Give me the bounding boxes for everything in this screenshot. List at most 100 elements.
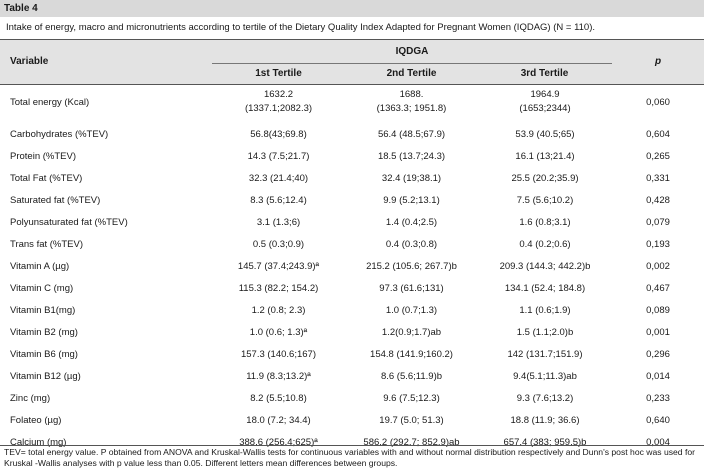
table-row: Polyunsaturated fat (%TEV) 3.1 (1.3;6) 1.4… [0,211,704,233]
table-row: Folateo (µg) 18.0 (7.2; 34.4) 19.7 (5.0; 5… [0,409,704,431]
tertile-1-cell: 8.2 (5.5;10.8) [250,393,307,404]
tertile-3-cell: 134.1 (52.4; 184.8) [504,283,586,294]
tertile-1-cell: 145.7 (37.4;243.9)ª [237,261,320,272]
p-value-cell: 0,002 [646,261,670,272]
tertile-1-cell: 157.3 (140.6;167) [240,349,316,360]
p-value-column-header: p [654,56,662,67]
table-row: Total energy (Kcal) 1632.2 (1337.1;2082.3… [0,86,704,123]
row-variable-label: Vitamin A (µg) [10,261,70,272]
table-label: Table 4 [0,0,704,17]
tertile-2-cell: 56.4 (48.5;67.9) [377,129,446,140]
footnote-divider [0,445,704,446]
tertile-3-cell: 9.4(5.1;11.3)ab [513,371,577,382]
tertile-1-cell: 11.9 (8.3;13.2)ª [246,371,311,382]
table-header: Variable IQDGA 1st Tertile 2nd Tertile 3… [0,40,704,84]
tertile-3-cell: 16.1 (13;21.4) [515,151,575,162]
tertile-2-cell: 1.2(0.9;1.7)ab [381,327,442,338]
tertile-1-cell: 14.3 (7.5;21.7) [247,151,310,162]
table-row: Zinc (mg) 8.2 (5.5;10.8) 9.6 (7.5;12.3) 9.3… [0,387,704,409]
tertile-1-cell: 18.0 (7.2; 34.4) [246,415,311,426]
p-value-cell: 0,079 [646,217,670,228]
table-body: Total energy (Kcal) 1632.2 (1337.1;2082.3… [0,86,704,453]
tertile-2-cell: 19.7 (5.0; 51.3) [379,415,444,426]
table-row: Trans fat (%TEV) 0.5 (0.3;0.9) 0.4 (0.3;0.… [0,233,704,255]
tertile-2-cell: 586.2 (292.7; 852.9)ab [363,437,460,448]
tertile-1-cell: 1.2 (0.8; 2.3) [251,305,306,316]
row-variable-label: Protein (%TEV) [10,151,76,162]
tertile-2-cell: 97.3 (61.6;131) [379,283,444,294]
tertile-3-cell: 9.3 (7.6;13.2) [516,393,574,404]
p-value-cell: 0,089 [646,305,670,316]
p-value-cell: 0,014 [646,371,670,382]
p-value-cell: 0,193 [646,239,670,250]
tertile-1-cell: 1632.2 (1337.1;2082.3) [244,89,313,114]
tertile-2-cell: 0.4 (0.3;0.8) [385,239,438,250]
tertile-3-cell: 1.5 (1.1;2.0)b [516,327,574,338]
table-row: Vitamin B2 (mg) 1.0 (0.6; 1.3)ª 1.2(0.9;1.… [0,321,704,343]
tertile-3-cell: 1.6 (0.8;3.1) [519,217,571,228]
tertile-1-header: 1st Tertile [255,68,302,79]
tertile-2-header: 2nd Tertile [386,68,437,79]
row-variable-label: Saturated fat (%TEV) [10,195,101,206]
p-value-cell: 0,331 [646,173,670,184]
tertile-2-cell: 9.9 (5.2;13.1) [383,195,440,206]
row-variable-label: Total energy (Kcal) [10,97,90,108]
iqdga-group-header: IQDGA [395,46,429,57]
table-row: Total Fat (%TEV) 32.3 (21.4;40) 32.4 (19;3… [0,167,704,189]
row-variable-label: Zinc (mg) [10,393,51,404]
p-value-cell: 0,467 [646,283,670,294]
p-value-cell: 0,233 [646,393,670,404]
tertile-3-header: 3rd Tertile [520,68,569,79]
table-row: Vitamin B12 (µg) 11.9 (8.3;13.2)ª 8.6 (5.6… [0,365,704,387]
p-value-cell: 0,428 [646,195,670,206]
p-value-cell: 0,004 [646,437,670,448]
row-variable-label: Calcium (mg) [10,437,67,448]
table-row: Vitamin A (µg) 145.7 (37.4;243.9)ª 215.2 (… [0,255,704,277]
p-value-cell: 0,001 [646,327,670,338]
header-divider [0,84,704,85]
tertile-2-cell: 154.8 (141.9;160.2) [370,349,453,360]
tertile-3-cell: 209.3 (144.3; 442.2)b [499,261,591,272]
tertile-3-cell: 7.5 (5.6;10.2) [516,195,574,206]
table-row: Protein (%TEV) 14.3 (7.5;21.7) 18.5 (13.7;… [0,145,704,167]
tertile-3-cell: 18.8 (11.9; 36.6) [510,415,580,426]
tertile-1-cell: 8.3 (5.6;12.4) [250,195,307,206]
tertile-3-cell: 53.9 (40.5;65) [515,129,575,140]
tertile-2-cell: 18.5 (13.7;24.3) [377,151,446,162]
group-header-divider [212,63,612,64]
tertile-1-cell: 32.3 (21.4;40) [248,173,309,184]
variable-column-header: Variable [10,56,49,67]
tertile-2-cell: 9.6 (7.5;12.3) [383,393,440,404]
p-value-cell: 0,604 [646,129,670,140]
tertile-1-cell: 115.3 (82.2; 154.2) [238,283,319,294]
row-variable-label: Folateo (µg) [10,415,62,426]
tertile-3-cell: 1.1 (0.6;1.9) [519,305,571,316]
tertile-3-cell: 142 (131.7;151.9) [507,349,583,360]
p-value-cell: 0,296 [646,349,670,360]
row-variable-label: Vitamin B1(mg) [10,305,76,316]
tertile-1-cell: 0.5 (0.3;0.9) [252,239,305,250]
tertile-1-cell: 56.8(43;69.8) [250,129,307,140]
row-variable-label: Polyunsaturated fat (%TEV) [10,217,128,228]
row-variable-label: Vitamin B2 (mg) [10,327,78,338]
tertile-3-cell: 657.4 (383; 959.5)b [503,437,587,448]
tertile-3-cell: 25.5 (20.2;35.9) [511,173,579,184]
p-value-cell: 0,640 [646,415,670,426]
table-row: Vitamin B6 (mg) 157.3 (140.6;167) 154.8 (1… [0,343,704,365]
tertile-2-cell: 1688. (1363.3; 1951.8) [376,89,447,114]
p-value-cell: 0,265 [646,151,670,162]
table-caption: Intake of energy, macro and micronutrien… [0,17,704,39]
table-row: Carbohydrates (%TEV) 56.8(43;69.8) 56.4 (4… [0,123,704,145]
row-variable-label: Vitamin C (mg) [10,283,74,294]
p-value-cell: 0,060 [646,97,670,108]
tertile-1-cell: 1.0 (0.6; 1.3)ª [249,327,308,338]
tertile-2-cell: 1.0 (0.7;1.3) [385,305,438,316]
table-row: Vitamin C (mg) 115.3 (82.2; 154.2) 97.3 (6… [0,277,704,299]
row-variable-label: Total Fat (%TEV) [10,173,83,184]
tertile-3-cell: 1964.9 (1653;2344) [519,89,571,114]
row-variable-label: Trans fat (%TEV) [10,239,84,250]
table-row: Calcium (mg) 388.6 (256.4;625)ª 586.2 (292… [0,431,704,453]
table-row: Vitamin B1(mg) 1.2 (0.8; 2.3) 1.0 (0.7;1.3… [0,299,704,321]
row-variable-label: Carbohydrates (%TEV) [10,129,109,140]
